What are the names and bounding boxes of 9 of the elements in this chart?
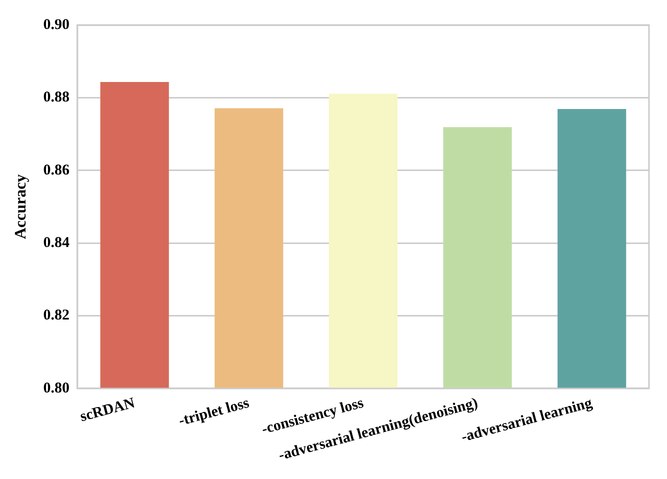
y-axis-title: Accuracy <box>12 174 30 240</box>
x-tick-label: scRDAN <box>78 395 137 426</box>
y-tick-label: 0.82 <box>43 308 70 324</box>
y-tick-label: 0.84 <box>43 234 70 251</box>
y-tick-label: 0.88 <box>43 90 70 106</box>
y-tick-label: 0.80 <box>43 380 70 396</box>
y-tick-label: 0.86 <box>43 162 70 178</box>
y-tick-label: 0.90 <box>43 16 70 33</box>
x-tick-label: -triplet loss <box>177 395 252 430</box>
